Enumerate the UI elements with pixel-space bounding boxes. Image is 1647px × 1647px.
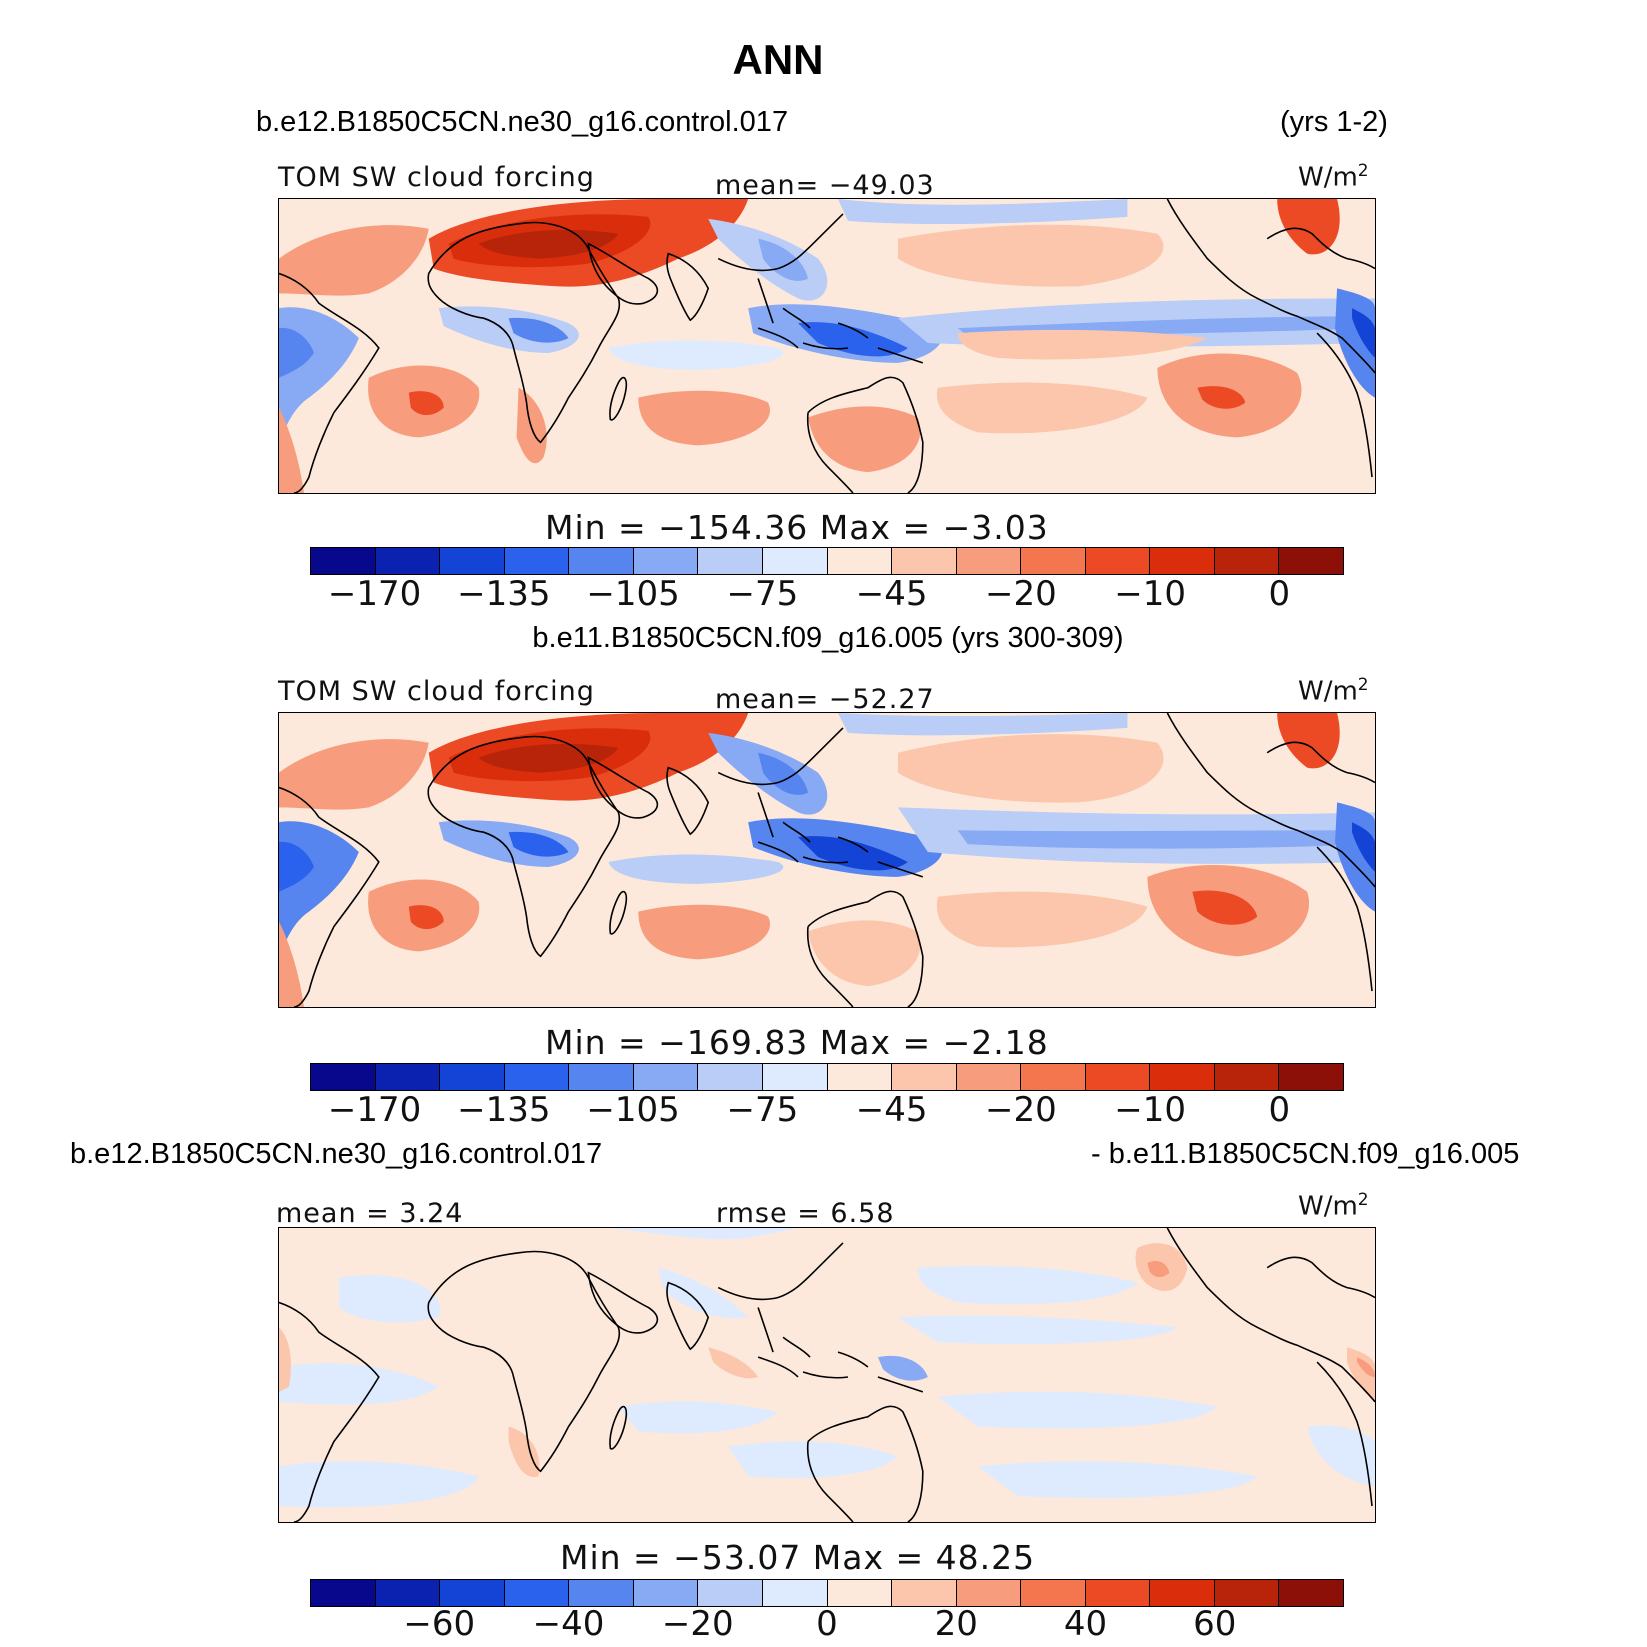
colorbar-swatch xyxy=(375,548,441,574)
colorbar-swatch xyxy=(440,548,505,574)
colorbar-swatch xyxy=(633,548,699,574)
colorbar-swatch xyxy=(569,1580,634,1606)
panel2-case-name: b.e11.B1850C5CN.f09_g16.005 (yrs 300-309… xyxy=(532,622,1124,654)
panel2-map xyxy=(278,712,1376,1008)
colorbar-swatch xyxy=(440,1064,505,1090)
panel3-mean: mean = 3.24 xyxy=(276,1198,464,1229)
colorbar-swatch xyxy=(1214,1580,1280,1606)
colorbar-swatch xyxy=(698,548,763,574)
panel3-units: W/m2 xyxy=(1298,1190,1369,1222)
colorbar-tick-label: −20 xyxy=(984,574,1057,614)
colorbar-tick-label: 0 xyxy=(816,1604,838,1644)
colorbar-swatch xyxy=(504,1064,570,1090)
colorbar-swatch xyxy=(569,548,634,574)
colorbar-swatch xyxy=(311,548,376,574)
colorbar-swatch xyxy=(633,1064,699,1090)
colorbar-swatch xyxy=(1150,1064,1215,1090)
colorbar-swatch xyxy=(827,548,893,574)
figure-title: ANN xyxy=(732,36,824,83)
panel2-variable-label: TOM SW cloud forcing xyxy=(278,676,595,707)
colorbar-swatch xyxy=(633,1580,699,1606)
colorbar-swatch xyxy=(311,1580,376,1606)
panel2-colorbar xyxy=(310,1063,1344,1091)
colorbar-swatch xyxy=(827,1580,893,1606)
panel1-colorbar xyxy=(310,547,1344,575)
panel1-units: W/m2 xyxy=(1298,161,1369,193)
colorbar-tick-label: −10 xyxy=(1114,574,1187,614)
colorbar-swatch xyxy=(1085,1580,1151,1606)
colorbar-tick-label: −105 xyxy=(586,574,680,614)
colorbar-swatch xyxy=(1021,1064,1086,1090)
panel2-minmax: Min = −169.83 Max = −2.18 xyxy=(545,1023,1049,1062)
panel1-years: (yrs 1-2) xyxy=(1280,106,1388,138)
colorbar-swatch xyxy=(956,548,1022,574)
colorbar-tick-label: −40 xyxy=(532,1604,605,1644)
panel1-minmax: Min = −154.36 Max = −3.03 xyxy=(545,508,1049,547)
colorbar-swatch xyxy=(1279,1064,1343,1090)
colorbar-tick-label: −170 xyxy=(327,574,422,614)
colorbar-tick-label: −45 xyxy=(855,1090,928,1130)
colorbar-swatch xyxy=(1214,548,1280,574)
colorbar-swatch xyxy=(762,548,828,574)
colorbar-swatch xyxy=(762,1064,828,1090)
colorbar-tick-label: −75 xyxy=(726,1090,799,1130)
colorbar-tick-label: −135 xyxy=(457,1090,551,1130)
panel3-rmse: rmse = 6.58 xyxy=(716,1198,895,1229)
panel3-case-name: b.e12.B1850C5CN.ne30_g16.control.017 xyxy=(70,1138,603,1170)
colorbar-swatch xyxy=(1279,1580,1343,1606)
colorbar-tick-label: −75 xyxy=(726,574,799,614)
colorbar-swatch xyxy=(698,1580,763,1606)
colorbar-tick-label: −105 xyxy=(586,1090,680,1130)
colorbar-swatch xyxy=(375,1064,441,1090)
panel1-variable-label: TOM SW cloud forcing xyxy=(278,162,595,193)
panel3-map xyxy=(278,1227,1376,1523)
colorbar-swatch xyxy=(827,1064,893,1090)
colorbar-tick-label: 60 xyxy=(1193,1604,1237,1644)
colorbar-tick-label: 0 xyxy=(1268,1090,1291,1130)
colorbar-swatch xyxy=(1150,1580,1215,1606)
colorbar-swatch xyxy=(1021,548,1086,574)
panel3-diff-case: - b.e11.B1850C5CN.f09_g16.005 xyxy=(1091,1138,1520,1170)
colorbar-tick-label: 0 xyxy=(1268,574,1291,614)
colorbar-swatch xyxy=(504,1580,570,1606)
colorbar-swatch xyxy=(569,1064,634,1090)
colorbar-swatch xyxy=(1279,548,1343,574)
panel1-case-name: b.e12.B1850C5CN.ne30_g16.control.017 xyxy=(256,106,789,138)
colorbar-tick-label: −45 xyxy=(855,574,928,614)
colorbar-swatch xyxy=(1085,1064,1151,1090)
colorbar-swatch xyxy=(698,1064,763,1090)
panel2-mean: mean= −52.27 xyxy=(715,684,935,715)
colorbar-tick-label: 40 xyxy=(1063,1604,1108,1644)
colorbar-swatch xyxy=(1214,1064,1280,1090)
panel3-minmax: Min = −53.07 Max = 48.25 xyxy=(560,1538,1036,1577)
colorbar-tick-label: −20 xyxy=(661,1604,734,1644)
colorbar-swatch xyxy=(892,1064,957,1090)
panel1-mean: mean= −49.03 xyxy=(715,170,935,201)
panel2-units: W/m2 xyxy=(1298,675,1369,707)
panel1-map xyxy=(278,198,1376,494)
panel3-colorbar xyxy=(310,1579,1344,1607)
colorbar-swatch xyxy=(956,1580,1022,1606)
colorbar-swatch xyxy=(440,1580,505,1606)
colorbar-swatch xyxy=(1150,548,1215,574)
colorbar-tick-label: −10 xyxy=(1114,1090,1187,1130)
colorbar-tick-label: 20 xyxy=(934,1604,978,1644)
colorbar-tick-label: −60 xyxy=(403,1604,476,1644)
colorbar-swatch xyxy=(762,1580,828,1606)
colorbar-swatch xyxy=(1021,1580,1086,1606)
colorbar-tick-label: −135 xyxy=(457,574,551,614)
colorbar-swatch xyxy=(504,548,570,574)
colorbar-swatch xyxy=(956,1064,1022,1090)
colorbar-swatch xyxy=(1085,548,1151,574)
colorbar-swatch xyxy=(892,548,957,574)
colorbar-tick-label: −170 xyxy=(327,1090,422,1130)
colorbar-swatch xyxy=(375,1580,441,1606)
colorbar-swatch xyxy=(311,1064,376,1090)
colorbar-swatch xyxy=(892,1580,957,1606)
colorbar-tick-label: −20 xyxy=(984,1090,1057,1130)
